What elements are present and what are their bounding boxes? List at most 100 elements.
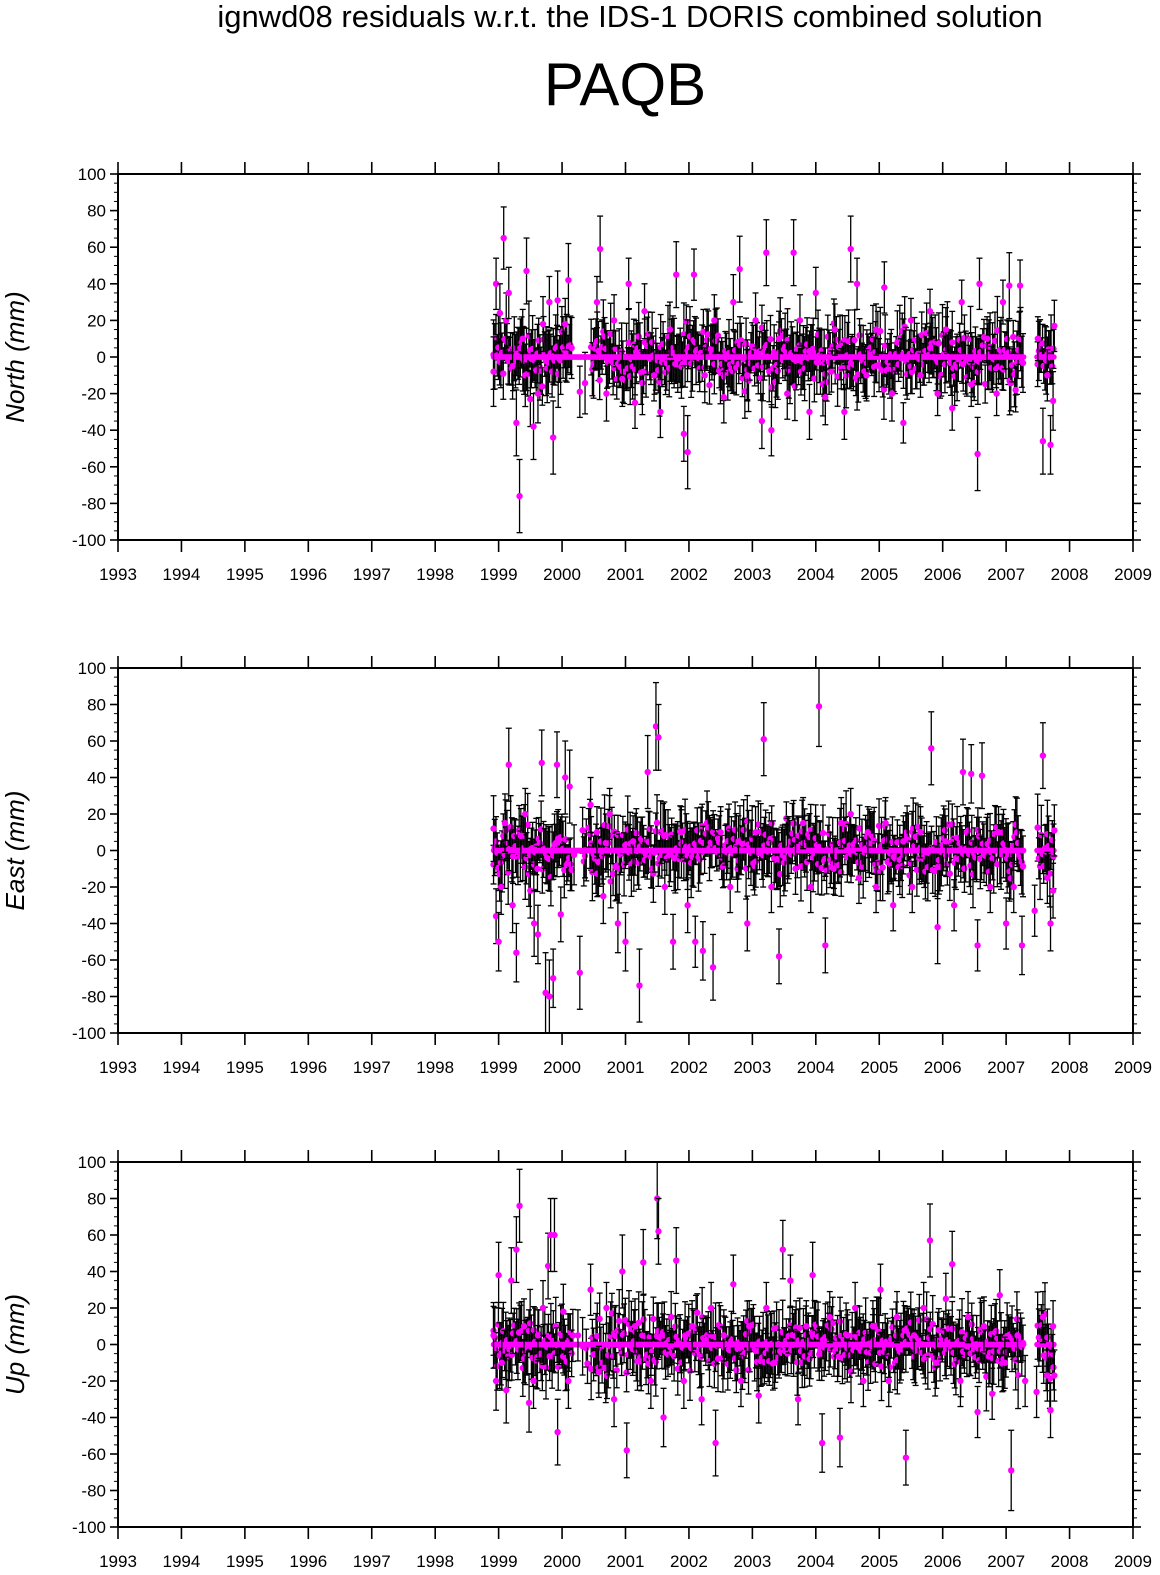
- north-residual-point: [834, 373, 841, 380]
- north-residual-point: [741, 388, 749, 395]
- north-residual-point: [659, 340, 667, 348]
- east-panel: 1993 1994 1995 1996 1997 1998 1999 2000 2001 2002…: [0, 656, 1152, 1077]
- east-xtick-label: 1997: [353, 1058, 391, 1077]
- east-residual-point: [744, 817, 751, 825]
- north-residual-point: [845, 338, 852, 345]
- north-xtick-label: 2008: [1051, 565, 1089, 584]
- east-plot-area: [490, 668, 1058, 1033]
- figure-title: PAQB: [544, 51, 706, 118]
- east-xtick-label: 1998: [416, 1058, 454, 1077]
- north-residual-point: [856, 332, 863, 339]
- north-residual-point: [758, 324, 766, 331]
- east-residual-point: [752, 858, 760, 865]
- north-residual-point: [926, 308, 934, 315]
- east-ytick-label: -20: [81, 878, 106, 897]
- north-xtick-label: 2002: [670, 565, 708, 584]
- north-xtick-label: 1998: [416, 565, 454, 584]
- east-residual-point: [740, 826, 747, 834]
- north-residual-point: [648, 339, 656, 346]
- east-xtick-label: 2002: [670, 1058, 708, 1077]
- north-residual-point: [822, 394, 829, 401]
- north-residual-point: [546, 298, 553, 306]
- east-residual-point: [1019, 863, 1027, 870]
- north-residual-point: [706, 381, 713, 389]
- north-residual-point: [881, 284, 888, 291]
- east-ytick-label: 20: [87, 805, 106, 824]
- north-xtick-label: 2007: [987, 565, 1025, 584]
- east-residual-point: [964, 827, 972, 834]
- north-residual-point: [775, 335, 783, 342]
- north-residual-point: [594, 337, 601, 345]
- north-residual-point: [853, 280, 861, 287]
- east-residual-point: [534, 865, 541, 873]
- north-residual-point: [976, 280, 983, 287]
- east-residual-point: [961, 865, 968, 872]
- north-residual-point: [888, 390, 896, 397]
- north-residual-point: [554, 297, 561, 304]
- north-residual-point: [863, 372, 870, 379]
- north-residual-point: [949, 405, 956, 412]
- north-residual-point: [739, 375, 746, 382]
- north-residual-point: [1008, 362, 1016, 369]
- north-residual-point: [806, 408, 813, 416]
- north-residual-point: [530, 423, 537, 430]
- north-residual-point: [610, 317, 618, 324]
- east-ytick-label: -80: [81, 988, 106, 1007]
- north-residual-point: [958, 298, 965, 306]
- east-ytick-label: 80: [87, 696, 106, 715]
- east-residual-point: [913, 866, 921, 874]
- east-residual-point: [914, 824, 922, 831]
- north-residual-point: [565, 276, 572, 284]
- east-residual-point: [607, 878, 614, 885]
- north-residual-point: [596, 376, 603, 384]
- east-residual-point: [1044, 830, 1051, 838]
- east-ytick-label: -60: [81, 951, 106, 970]
- north-residual-point: [1012, 386, 1019, 394]
- east-residual-point: [879, 864, 886, 871]
- north-residual-point: [917, 372, 924, 379]
- east-ytick-label: 60: [87, 732, 106, 751]
- north-ytick-label: 80: [87, 202, 106, 221]
- east-residual-point: [825, 830, 833, 837]
- north-residual-point: [1039, 437, 1047, 445]
- east-residual-point: [875, 822, 883, 830]
- east-residual-point: [561, 866, 568, 874]
- north-residual-point: [625, 339, 633, 346]
- north-residual-point: [701, 372, 708, 379]
- east-xtick-label: 1994: [163, 1058, 201, 1077]
- east-residual-point: [755, 821, 762, 828]
- north-residual-point: [593, 298, 601, 306]
- east-ytick-label: 0: [97, 842, 106, 861]
- east-residual-point: [797, 863, 805, 870]
- north-xtick-label: 2005: [860, 565, 898, 584]
- north-residual-point: [490, 368, 497, 375]
- east-residual-point: [522, 863, 529, 871]
- east-xtick-label: 2007: [987, 1058, 1025, 1077]
- north-residual-point: [1007, 379, 1015, 387]
- figure-subtitle: ignwd08 residuals w.r.t. the IDS-1 DORIS…: [217, 0, 1042, 34]
- east-residual-point: [646, 825, 653, 833]
- north-residual-point: [812, 289, 820, 297]
- north-xtick-label: 2000: [543, 565, 581, 584]
- east-residual-point: [562, 836, 569, 843]
- east-residual-point: [941, 827, 949, 834]
- north-residual-point: [684, 448, 691, 456]
- north-residual-point: [711, 317, 718, 324]
- north-residual-point: [641, 308, 648, 315]
- north-zero-point: [1051, 354, 1057, 360]
- east-ytick-label: -40: [81, 915, 106, 934]
- north-residual-point: [784, 390, 791, 397]
- north-xtick-label: 1996: [289, 565, 327, 584]
- east-residual-point: [953, 834, 961, 841]
- north-residual-point: [981, 380, 989, 388]
- north-ytick-label: 20: [87, 311, 106, 330]
- north-residual-point: [735, 360, 742, 368]
- north-residual-point: [603, 390, 610, 397]
- north-residual-point: [994, 327, 1001, 334]
- east-residual-point: [852, 837, 860, 844]
- north-residual-point: [568, 344, 575, 352]
- north-ytick-label: 0: [97, 348, 106, 367]
- north-residual-point: [534, 390, 542, 397]
- north-residual-point: [519, 335, 526, 342]
